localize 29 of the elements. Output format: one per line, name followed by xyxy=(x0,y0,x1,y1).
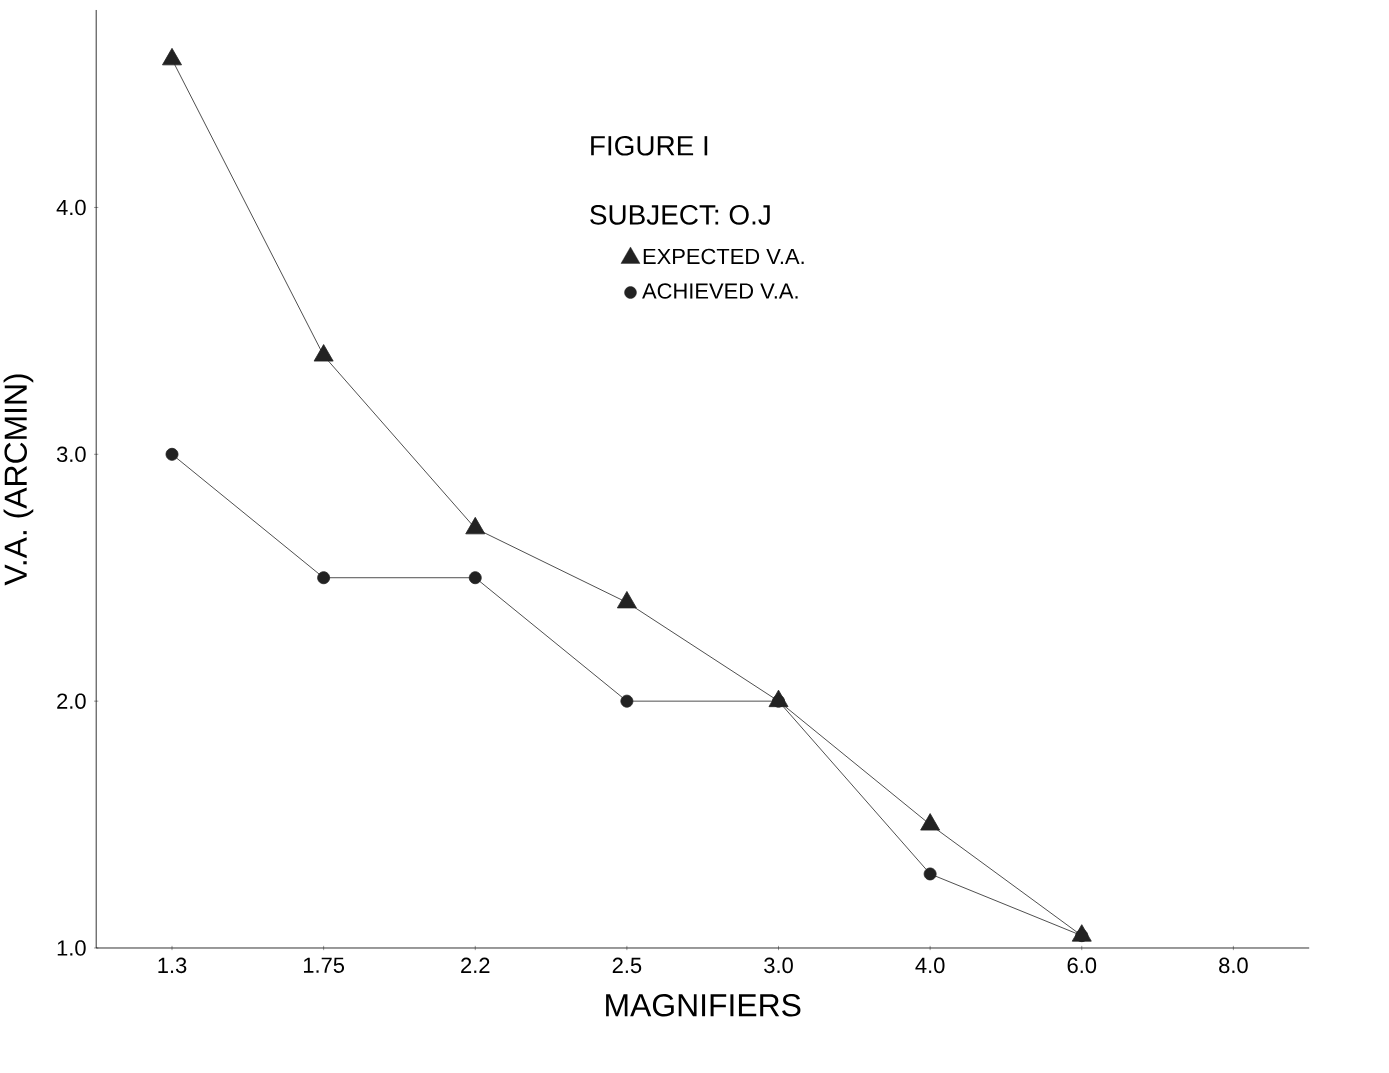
point xyxy=(313,344,334,362)
y-tick-label: 1.0 xyxy=(57,940,86,956)
x-axis-title: MAGNIFIERS xyxy=(606,993,801,1017)
point xyxy=(162,47,182,66)
point xyxy=(616,591,637,609)
text: FIGURE I xyxy=(591,135,708,156)
point xyxy=(165,447,179,461)
y-tick-label: 4.0 xyxy=(56,199,86,216)
x-tick-label: 2.2 xyxy=(461,957,490,973)
legend-label: EXPECTED V.A. xyxy=(643,248,804,265)
point xyxy=(620,694,634,708)
x-tick-label: 2.5 xyxy=(612,957,642,974)
x-tick-label: 4.0 xyxy=(915,957,945,974)
point xyxy=(468,571,482,585)
y-tick-label: 3.0 xyxy=(56,446,86,463)
point xyxy=(923,867,937,881)
text: SUBJECT: O.J xyxy=(590,205,770,225)
point xyxy=(465,516,486,535)
point xyxy=(1075,929,1089,943)
point xyxy=(317,571,331,585)
x-tick-label: 1.3 xyxy=(158,957,187,974)
x-tick-label: 3.0 xyxy=(764,957,793,974)
x-tick-label: 1.75 xyxy=(303,957,345,973)
y-axis-title: V.A. (ARCMIN) xyxy=(3,374,34,586)
y-tick-label: 2.0 xyxy=(57,693,86,709)
x-tick-label: 6.0 xyxy=(1067,957,1097,974)
x-tick-label: 8.0 xyxy=(1219,957,1248,974)
legend-label: ACHIEVED V.A. xyxy=(642,283,798,299)
point xyxy=(772,694,785,708)
